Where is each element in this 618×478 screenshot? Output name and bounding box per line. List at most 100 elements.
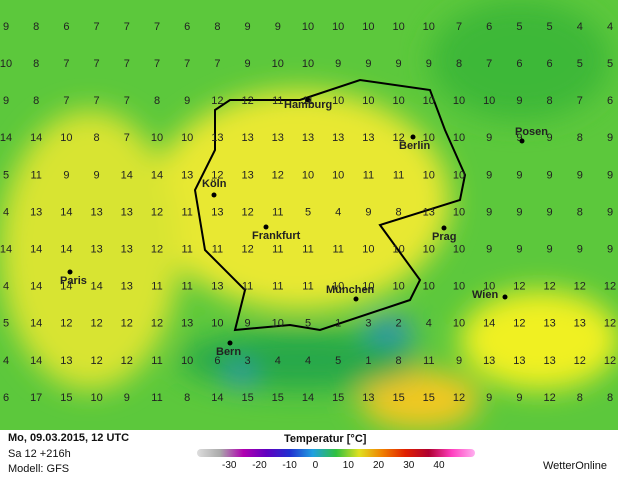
grid-value: 10 bbox=[423, 244, 435, 256]
grid-value: 5 bbox=[547, 21, 553, 33]
grid-value: 9 bbox=[486, 206, 492, 218]
grid-value: 13 bbox=[423, 206, 435, 218]
grid-value: 13 bbox=[543, 318, 555, 330]
grid-value: 9 bbox=[275, 21, 281, 33]
grid-value: 13 bbox=[362, 132, 374, 144]
grid-value: 7 bbox=[63, 95, 69, 107]
grid-value: 12 bbox=[574, 281, 586, 293]
grid-value: 12 bbox=[543, 281, 555, 293]
grid-value: 9 bbox=[516, 244, 522, 256]
grid-value: 14 bbox=[30, 355, 42, 367]
grid-value: 13 bbox=[272, 132, 284, 144]
grid-value: 9 bbox=[486, 392, 492, 404]
scale-label: -30 bbox=[222, 460, 237, 471]
grid-value: 14 bbox=[151, 169, 163, 181]
grid-value: 10 bbox=[453, 132, 465, 144]
grid-value: 10 bbox=[362, 21, 374, 33]
city-dot bbox=[227, 340, 233, 346]
grid-value: 9 bbox=[486, 132, 492, 144]
grid-value: 10 bbox=[302, 169, 314, 181]
grid-value: 7 bbox=[154, 58, 160, 70]
grid-value: 7 bbox=[486, 58, 492, 70]
grid-value: 8 bbox=[33, 21, 39, 33]
grid-value: 14 bbox=[0, 244, 12, 256]
grid-value: 7 bbox=[124, 95, 130, 107]
grid-value: 13 bbox=[574, 318, 586, 330]
grid-value: 8 bbox=[184, 392, 190, 404]
scale-label: 30 bbox=[403, 460, 415, 471]
grid-value: 10 bbox=[181, 132, 193, 144]
grid-value: 9 bbox=[3, 95, 9, 107]
grid-value: 8 bbox=[33, 95, 39, 107]
grid-value: 10 bbox=[483, 95, 495, 107]
grid-value: 6 bbox=[184, 21, 190, 33]
grid-value: 10 bbox=[392, 281, 404, 293]
grid-value: 7 bbox=[456, 21, 462, 33]
grid-value: 12 bbox=[604, 355, 616, 367]
grid-value: 5 bbox=[516, 21, 522, 33]
scale-label: 20 bbox=[373, 460, 385, 471]
grid-value: 4 bbox=[3, 355, 9, 367]
grid-value: 15 bbox=[241, 392, 253, 404]
grid-value: 14 bbox=[121, 169, 133, 181]
city-label: Wien bbox=[472, 289, 498, 301]
grid-value: 12 bbox=[211, 95, 223, 107]
grid-value: 15 bbox=[332, 392, 344, 404]
city-label: Frankfurt bbox=[252, 230, 301, 242]
grid-value: 6 bbox=[486, 21, 492, 33]
grid-value: 13 bbox=[121, 281, 133, 293]
grid-value: 14 bbox=[30, 132, 42, 144]
grid-value: 4 bbox=[335, 206, 341, 218]
grid-value: 7 bbox=[214, 58, 220, 70]
grid-value: 12 bbox=[151, 244, 163, 256]
grid-value: 8 bbox=[33, 58, 39, 70]
grid-value: 14 bbox=[302, 392, 314, 404]
grid-value: 10 bbox=[302, 58, 314, 70]
city-label: Paris bbox=[60, 275, 87, 287]
grid-value: 10 bbox=[423, 281, 435, 293]
grid-value: 8 bbox=[94, 132, 100, 144]
grid-value: 8 bbox=[396, 355, 402, 367]
grid-value: 11 bbox=[151, 355, 162, 367]
grid-value: 6 bbox=[3, 392, 9, 404]
grid-value: 8 bbox=[577, 132, 583, 144]
grid-value: 5 bbox=[577, 58, 583, 70]
grid-value: 14 bbox=[90, 281, 102, 293]
grid-value: 14 bbox=[483, 318, 495, 330]
grid-value: 11 bbox=[181, 281, 192, 293]
grid-value: 6 bbox=[547, 58, 553, 70]
grid-value: 12 bbox=[121, 355, 133, 367]
grid-value: 10 bbox=[392, 95, 404, 107]
grid-value: 13 bbox=[483, 355, 495, 367]
grid-value: 14 bbox=[211, 392, 223, 404]
city-label: Berlin bbox=[399, 140, 430, 152]
city-dot bbox=[519, 138, 525, 144]
grid-value: 8 bbox=[607, 392, 613, 404]
grid-value: 7 bbox=[154, 21, 160, 33]
grid-value: 13 bbox=[181, 318, 193, 330]
grid-value: 8 bbox=[214, 21, 220, 33]
grid-value: 13 bbox=[211, 281, 223, 293]
grid-value: 9 bbox=[426, 58, 432, 70]
grid-value: 13 bbox=[513, 355, 525, 367]
grid-value: 9 bbox=[607, 244, 613, 256]
grid-value: 12 bbox=[604, 281, 616, 293]
grid-value: 11 bbox=[181, 206, 192, 218]
grid-value: 10 bbox=[483, 281, 495, 293]
scale-label: 0 bbox=[312, 460, 319, 471]
city-label: München bbox=[326, 284, 375, 296]
grid-value: 5 bbox=[305, 206, 311, 218]
grid-value: 15 bbox=[272, 392, 284, 404]
grid-value: 12 bbox=[90, 355, 102, 367]
grid-value: 12 bbox=[241, 206, 253, 218]
grid-value: 7 bbox=[94, 21, 100, 33]
city-dot bbox=[211, 192, 217, 198]
city-dot bbox=[353, 296, 359, 302]
grid-value: 10 bbox=[423, 169, 435, 181]
city-label: Hamburg bbox=[284, 99, 332, 111]
grid-value: 12 bbox=[211, 169, 223, 181]
grid-value: 5 bbox=[335, 355, 341, 367]
grid-value: 10 bbox=[362, 281, 374, 293]
city-dot bbox=[441, 225, 447, 231]
